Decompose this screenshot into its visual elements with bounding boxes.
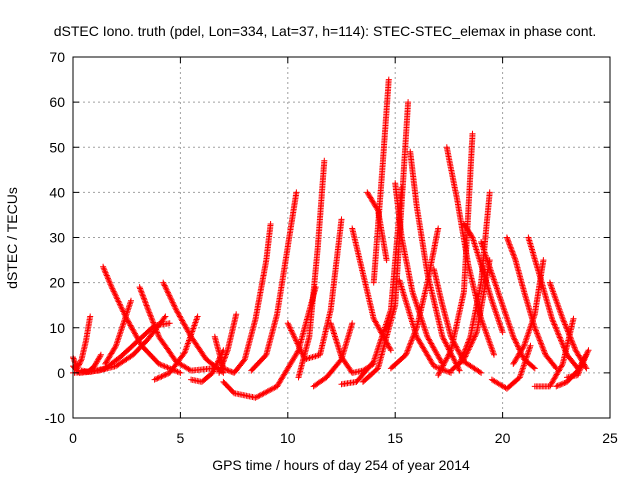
data-series-22: [370, 76, 392, 286]
data-series-21: [364, 189, 390, 264]
data-series: [70, 76, 592, 401]
x-axis-title: GPS time / hours of day 254 of year 2014: [212, 457, 470, 473]
data-series-6: [102, 297, 134, 367]
series-markers: [503, 234, 560, 372]
data-series-36: [510, 257, 547, 367]
series-markers: [392, 180, 446, 367]
x-tick-label: 20: [495, 430, 511, 446]
series-markers: [284, 216, 345, 363]
data-series-35: [503, 234, 560, 372]
series-markers: [364, 189, 390, 264]
y-axis-title: dSTEC / TECUs: [4, 187, 20, 289]
series-markers: [295, 157, 328, 381]
series-markers: [102, 297, 134, 367]
series-markers: [525, 234, 581, 372]
data-series-41: [564, 351, 590, 381]
data-series-14: [248, 189, 300, 374]
series-markers: [448, 257, 493, 374]
series-markers: [100, 263, 184, 376]
data-series-23: [360, 99, 412, 385]
series-markers: [564, 351, 590, 381]
data-series-9: [151, 313, 201, 383]
x-tick-label: 25: [602, 430, 618, 446]
series-markers: [430, 266, 485, 376]
y-tick-label: 20: [49, 275, 65, 291]
series-markers: [216, 311, 240, 376]
data-series-11: [211, 221, 274, 376]
x-tick-label: 10: [280, 430, 296, 446]
y-tick-label: 70: [49, 49, 65, 65]
data-series-42: [448, 257, 493, 374]
series-markers: [360, 99, 412, 385]
data-series-28: [430, 266, 485, 376]
series-markers: [370, 76, 392, 286]
data-series-29: [435, 130, 476, 379]
y-tick-label: 60: [49, 94, 65, 110]
data-series-16: [295, 157, 328, 381]
series-markers: [510, 257, 547, 367]
x-tick-label: 0: [69, 430, 77, 446]
data-series-13: [216, 311, 240, 376]
data-series-4: [78, 320, 173, 375]
y-tick-label: -10: [45, 410, 65, 426]
series-markers: [78, 320, 173, 375]
data-series-5: [100, 263, 184, 376]
series-markers: [151, 313, 201, 383]
y-tick-label: 50: [49, 139, 65, 155]
y-tick-label: 0: [57, 365, 65, 381]
data-series-34: [488, 342, 534, 392]
data-series-7: [136, 284, 216, 374]
y-tick-label: 10: [49, 320, 65, 336]
y-tick-label: 30: [49, 230, 65, 246]
series-markers: [248, 189, 300, 374]
x-tick-label: 5: [177, 430, 185, 446]
series-markers: [488, 342, 534, 392]
series-markers: [435, 130, 476, 379]
data-series-37: [525, 234, 581, 372]
data-series-15: [284, 216, 345, 363]
series-markers: [136, 284, 216, 374]
chart-title: dSTEC Iono. truth (pdel, Lon=334, Lat=37…: [54, 23, 597, 39]
x-tick-label: 15: [387, 430, 403, 446]
series-markers: [211, 221, 274, 376]
y-tick-label: 40: [49, 184, 65, 200]
data-series-24: [392, 180, 446, 367]
